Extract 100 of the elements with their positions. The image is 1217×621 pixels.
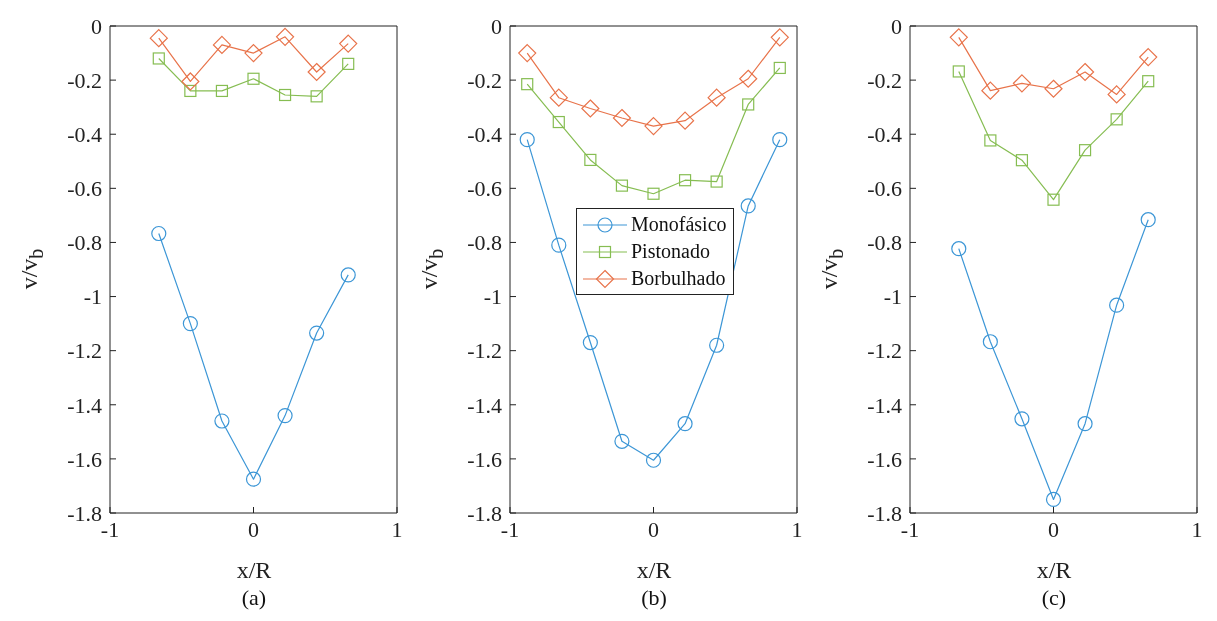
point <box>677 416 693 432</box>
point <box>612 108 632 128</box>
point <box>742 98 755 111</box>
text: (b) <box>640 585 668 611</box>
point <box>1078 144 1092 157</box>
y-tick-label: -0.2 <box>67 67 102 93</box>
point <box>1012 74 1032 93</box>
point <box>519 132 535 148</box>
point <box>770 28 789 47</box>
point <box>951 241 967 257</box>
point <box>675 111 695 130</box>
y-tick-label: -0.6 <box>467 176 502 202</box>
point <box>982 334 998 350</box>
point <box>647 187 660 200</box>
point <box>215 84 229 98</box>
x-tick-label: -1 <box>900 516 920 542</box>
point <box>614 433 630 449</box>
point <box>245 471 262 487</box>
point <box>710 175 723 188</box>
point <box>551 237 567 253</box>
x-tick-label: 0 <box>648 516 659 542</box>
x-tick-label: 1 <box>391 516 403 542</box>
text: (a) <box>240 585 268 611</box>
point <box>149 29 168 48</box>
point <box>552 115 565 129</box>
point <box>277 408 293 424</box>
legend-label: Borbulhado <box>631 266 726 291</box>
point <box>244 43 263 63</box>
point <box>1045 491 1062 508</box>
x-tick-label: 1 <box>791 516 803 542</box>
point <box>1075 62 1095 82</box>
point <box>549 88 568 107</box>
y-tick-label: -0.6 <box>867 176 902 202</box>
point <box>615 179 629 192</box>
point <box>521 78 534 91</box>
point <box>340 267 356 283</box>
point <box>275 27 295 46</box>
y-tick-label: -0.4 <box>467 122 502 148</box>
point <box>1077 416 1093 432</box>
point <box>707 88 726 107</box>
y-tick-label: -1.6 <box>867 446 902 472</box>
point <box>151 225 167 242</box>
y-tick-label: -1.6 <box>467 446 502 472</box>
y-tick-label: 0 <box>491 13 502 39</box>
point <box>1139 48 1158 67</box>
text: (c) <box>1040 585 1068 611</box>
point <box>1015 154 1029 167</box>
point <box>1109 297 1125 313</box>
point <box>1107 85 1126 104</box>
x-tick-label: 0 <box>248 516 259 542</box>
point <box>342 57 355 70</box>
y-tick-label: 0 <box>91 13 102 39</box>
y-tick-label: -0.8 <box>67 230 102 256</box>
point <box>1110 113 1123 126</box>
point <box>307 62 326 82</box>
point <box>1142 75 1155 88</box>
point <box>278 88 292 102</box>
point <box>1044 79 1063 98</box>
point <box>952 65 965 78</box>
point <box>678 174 692 187</box>
point <box>645 452 662 468</box>
point <box>949 28 968 47</box>
legend-label: Monofásico <box>631 212 727 237</box>
point <box>1047 193 1060 206</box>
y-tick-label: -0.4 <box>67 122 102 148</box>
y-tick-label: -0.2 <box>867 67 902 93</box>
point <box>644 117 663 136</box>
y-tick-label: -1.8 <box>467 500 502 526</box>
x-axis-title: x/R <box>1035 557 1073 584</box>
point <box>310 90 323 103</box>
y-tick-label: -1.4 <box>467 392 502 418</box>
x-tick-label: 1 <box>1191 516 1203 542</box>
y-tick-label: -1.8 <box>867 500 902 526</box>
x-tick-label: -1 <box>500 516 520 542</box>
point <box>582 334 598 351</box>
y-tick-label: -1 <box>883 284 902 310</box>
y-tick-label: -0.4 <box>867 122 902 148</box>
point <box>182 316 198 332</box>
y-tick-label: -1.4 <box>67 392 102 418</box>
point <box>984 134 997 147</box>
x-tick-label: -1 <box>100 516 120 542</box>
point <box>214 413 230 429</box>
point <box>152 52 165 65</box>
point <box>518 43 537 63</box>
point <box>981 81 1000 100</box>
point <box>773 61 786 75</box>
y-tick-label: -1.2 <box>867 338 902 364</box>
y-tick-label: -1.8 <box>67 500 102 526</box>
point <box>584 153 597 167</box>
x-tick-label: 0 <box>1048 516 1059 542</box>
point <box>581 99 600 118</box>
y-tick-label: -0.8 <box>867 230 902 256</box>
point <box>309 325 325 341</box>
point <box>1140 212 1156 228</box>
point <box>212 35 232 55</box>
point <box>1014 411 1030 427</box>
x-axis-title: x/R <box>235 557 273 584</box>
point <box>181 72 200 91</box>
point <box>739 69 758 88</box>
y-tick-label: -1.2 <box>67 338 102 364</box>
